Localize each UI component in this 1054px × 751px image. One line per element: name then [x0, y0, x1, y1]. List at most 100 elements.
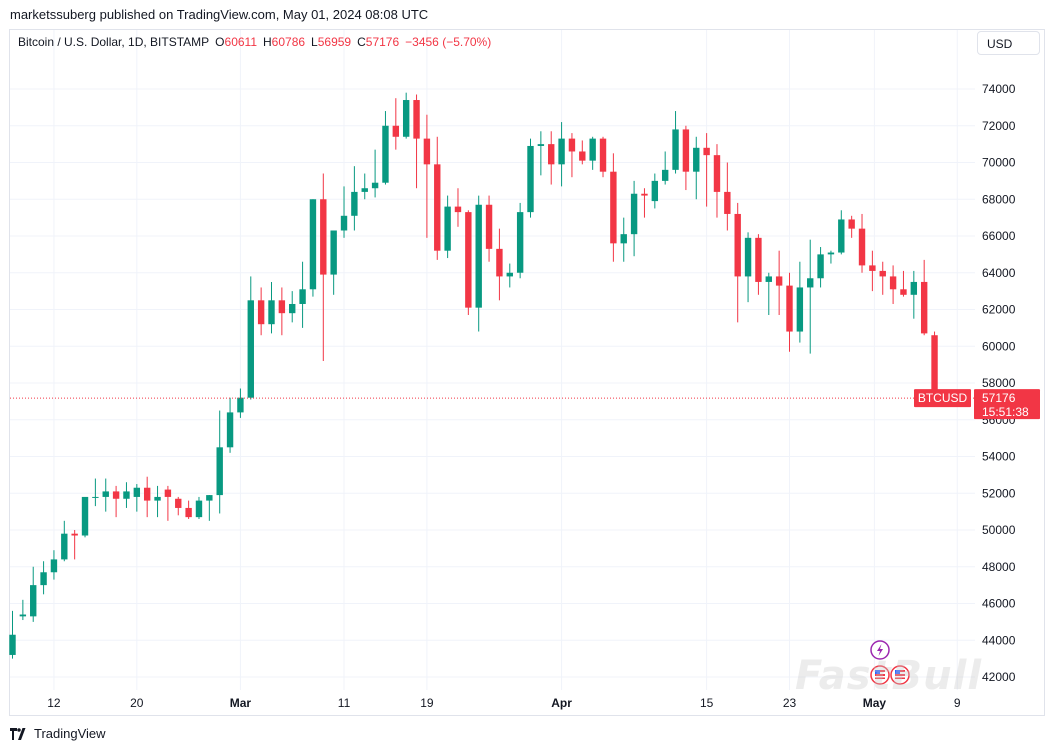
y-tick-label: 46000 [982, 597, 1016, 611]
y-tick-label: 42000 [982, 670, 1016, 684]
candle [869, 250, 876, 292]
candle [61, 520, 68, 562]
tradingview-logo[interactable]: TradingView [10, 726, 106, 741]
candle [661, 151, 669, 185]
candle-body [651, 180, 659, 202]
candle [672, 111, 679, 174]
candle-body [71, 533, 78, 536]
candle-body [340, 215, 348, 231]
candle [734, 202, 741, 323]
candle [558, 122, 565, 187]
candle [682, 125, 690, 191]
candle-body [164, 489, 172, 497]
candle [693, 136, 700, 200]
candle [9, 610, 16, 659]
price-badge-countdown: 15:51:38 [982, 405, 1029, 419]
candle [382, 111, 389, 185]
candle [724, 162, 731, 231]
ohlc-legend: Bitcoin / U.S. Dollar, 1D, BITSTAMP O 606… [18, 35, 491, 49]
candle-body [40, 572, 47, 586]
candle-body [289, 303, 296, 314]
candle [516, 202, 524, 279]
candle-body [226, 412, 234, 448]
candle-body [641, 193, 648, 196]
candle [485, 195, 493, 262]
candle-body [496, 248, 503, 277]
candle-body [506, 272, 513, 277]
candle-body [548, 144, 555, 165]
y-tick-label: 50000 [982, 523, 1016, 537]
candle-body [579, 151, 586, 161]
candle-body [434, 164, 441, 251]
candle [537, 131, 545, 176]
change-value: −3456 (−5.70%) [405, 35, 492, 49]
publisher-line: marketssuberg published on TradingView.c… [10, 7, 429, 22]
candle [413, 94, 420, 189]
candle [133, 484, 141, 512]
candle [579, 140, 586, 165]
candle [827, 250, 835, 264]
candle-body [247, 300, 254, 398]
candle [765, 272, 772, 316]
open-value: 60611 [224, 35, 257, 49]
candle [548, 131, 555, 185]
us-flag-event-icon [870, 665, 890, 685]
candle-body [848, 219, 855, 229]
candle [340, 186, 348, 238]
chart-frame [9, 29, 1045, 716]
candle-body [92, 496, 99, 498]
flag-canton [895, 670, 900, 674]
currency-button[interactable]: USD [977, 31, 1040, 55]
price-badge-bg [974, 389, 1040, 420]
x-tick-label: 15 [700, 696, 714, 710]
candle-body [175, 498, 182, 508]
candle [434, 136, 441, 260]
candle-body [465, 212, 472, 308]
candle [506, 263, 513, 288]
lightning-event-icon [870, 640, 890, 660]
candle [796, 261, 804, 343]
candle [216, 410, 223, 514]
candle-body [817, 254, 824, 279]
candle-body [402, 100, 410, 137]
candle-body [910, 281, 918, 295]
candle [320, 173, 327, 361]
candle-body [765, 276, 772, 282]
candle-body [102, 491, 109, 497]
candle [81, 496, 89, 538]
candle [289, 291, 296, 323]
candle [371, 149, 379, 198]
candle-body [133, 487, 141, 497]
x-tick-label: 20 [130, 696, 144, 710]
candle [361, 173, 368, 200]
candle [475, 195, 482, 332]
candle-body [195, 500, 203, 518]
brand-name: TradingView [34, 726, 106, 741]
candle [402, 92, 410, 139]
candle-body [610, 171, 617, 244]
candle-body [568, 138, 576, 152]
candle [206, 495, 213, 521]
candle-body [734, 213, 741, 277]
symbol-description: Bitcoin / U.S. Dollar, 1D, BITSTAMP [18, 35, 210, 49]
candle-body [920, 281, 928, 334]
y-tick-label: 62000 [982, 303, 1016, 317]
candle-body [724, 191, 731, 214]
candle-body [630, 193, 638, 235]
candle [226, 397, 234, 453]
candle-body [889, 276, 897, 290]
candle [920, 259, 928, 336]
candle [257, 287, 265, 336]
candle [858, 213, 866, 273]
candle [299, 261, 306, 328]
candle-body [537, 144, 545, 146]
candle-body [900, 289, 907, 295]
candle-body [827, 252, 835, 255]
flag-canton [875, 670, 880, 674]
candle-body [309, 199, 317, 290]
candle [444, 195, 451, 259]
candle [807, 239, 814, 354]
candle [175, 496, 182, 516]
